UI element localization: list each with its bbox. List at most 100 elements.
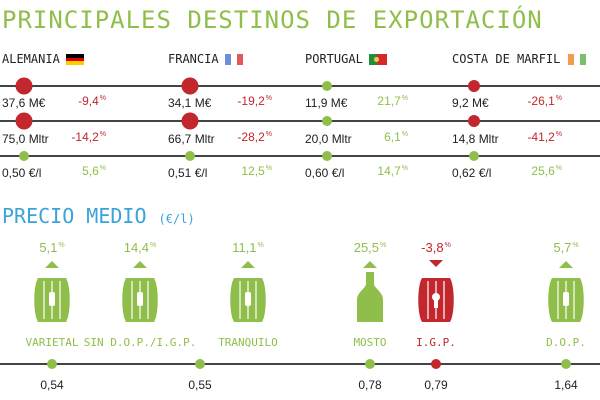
price-change-value: 11,1 <box>232 240 257 255</box>
flag-stripe <box>579 54 586 65</box>
change-marker <box>19 151 29 161</box>
value-label: 66,7 Mltr <box>168 132 215 146</box>
price-value-label: 0,55 <box>188 378 212 392</box>
percent-sign: % <box>99 165 106 172</box>
value-label: 37,6 M€ <box>2 96 46 110</box>
category-label: I.G.P. <box>416 336 456 349</box>
up-triangle-icon <box>363 261 377 268</box>
value-label: 0,51 €/l <box>168 166 208 180</box>
percent-sign: % <box>265 95 272 102</box>
price-change-value: 25,5 <box>353 240 380 255</box>
change-value: -41,2 <box>527 130 555 144</box>
value-label: 75,0 Mltr <box>2 132 49 146</box>
price-marker <box>561 359 571 369</box>
percent-sign: % <box>380 242 387 249</box>
percent-sign: % <box>572 242 579 249</box>
change-marker <box>181 77 199 95</box>
percent-sign: % <box>401 95 408 102</box>
change-label: -26,1% <box>527 94 562 108</box>
up-triangle-icon <box>45 261 59 268</box>
de-flag-icon <box>66 54 85 66</box>
change-value: 14,7 <box>377 164 401 178</box>
fr-flag-icon <box>225 54 244 65</box>
change-value: 12,5 <box>241 164 265 178</box>
percent-sign: % <box>555 165 562 172</box>
change-marker <box>469 151 479 161</box>
change-value: -28,2 <box>237 130 265 144</box>
barrel-icon <box>34 278 70 322</box>
change-value: 21,7 <box>377 94 401 108</box>
percent-sign: % <box>150 242 157 249</box>
change-label: -19,2% <box>237 94 272 108</box>
percent-sign: % <box>58 242 65 249</box>
price-value-label: 0,54 <box>40 378 64 392</box>
up-triangle-icon <box>559 261 573 268</box>
change-label: -14,2% <box>71 130 106 144</box>
change-value: -26,1 <box>527 94 555 108</box>
price-change-label: 25,5% <box>335 240 405 255</box>
price-marker <box>47 359 57 369</box>
section-title: PRECIO MEDIO (€/l) <box>2 204 195 228</box>
flag-stripe <box>66 57 85 62</box>
up-triangle-icon <box>133 261 147 268</box>
category-label: D.O.P. <box>546 336 586 349</box>
flag-stripe <box>231 54 238 65</box>
country-name: PORTUGAL <box>305 52 363 66</box>
barrel-icon <box>230 278 266 322</box>
flag-stripe <box>66 61 85 66</box>
percent-sign: % <box>555 131 562 138</box>
category-label: TRANQUILO <box>218 336 278 349</box>
pt-flag-icon <box>369 54 388 65</box>
price-marker <box>195 359 205 369</box>
section-title-text: PRECIO MEDIO <box>2 204 147 228</box>
change-marker <box>322 151 332 161</box>
value-label: 0,50 €/l <box>2 166 42 180</box>
price-change-label: 14,4% <box>105 240 175 255</box>
up-triangle-icon <box>241 261 255 268</box>
percent-sign: % <box>555 95 562 102</box>
ci-flag-icon <box>567 54 586 65</box>
barrel-icon <box>122 278 158 322</box>
flag-stripe <box>66 54 85 58</box>
change-marker <box>322 81 332 91</box>
change-marker <box>322 116 332 126</box>
change-value: 5,6 <box>82 164 99 178</box>
value-label: 0,62 €/l <box>452 166 492 180</box>
category-label: VARIETAL <box>25 336 79 349</box>
price-change-label: 11,1% <box>213 240 283 255</box>
value-label: 20,0 Mltr <box>305 132 352 146</box>
category-label: SIN D.O.P./I.G.P. <box>83 336 197 349</box>
country-name: FRANCIA <box>168 52 219 66</box>
price-change-label: -3,8% <box>401 240 471 255</box>
value-label: 0,60 €/l <box>305 166 345 180</box>
price-marker <box>365 359 375 369</box>
price-change-value: 5,7 <box>553 240 572 255</box>
down-triangle-icon <box>429 260 443 267</box>
change-marker <box>181 112 199 130</box>
change-label: 12,5% <box>241 164 272 178</box>
change-marker <box>468 115 480 127</box>
price-value-label: 0,78 <box>358 378 382 392</box>
change-label: -28,2% <box>237 130 272 144</box>
flag-stripe <box>376 54 388 65</box>
change-marker <box>15 112 33 130</box>
value-label: 9,2 M€ <box>452 96 489 110</box>
change-marker <box>15 77 33 95</box>
change-label: 6,1% <box>384 130 408 144</box>
flag-stripe <box>573 54 580 65</box>
value-label: 11,9 M€ <box>305 96 348 110</box>
barrel-icon <box>548 278 584 322</box>
percent-sign: % <box>99 95 106 102</box>
percent-sign: % <box>444 242 451 249</box>
price-change-value: 5,1 <box>39 240 58 255</box>
percent-sign: % <box>265 131 272 138</box>
flag-stripe <box>237 54 244 65</box>
change-label: -9,4% <box>78 94 106 108</box>
percent-sign: % <box>401 131 408 138</box>
price-change-value: -3,8 <box>421 240 444 255</box>
change-label: 14,7% <box>377 164 408 178</box>
percent-sign: % <box>257 242 264 249</box>
change-label: 5,6% <box>82 164 106 178</box>
country-name: COSTA DE MARFIL <box>452 52 561 66</box>
